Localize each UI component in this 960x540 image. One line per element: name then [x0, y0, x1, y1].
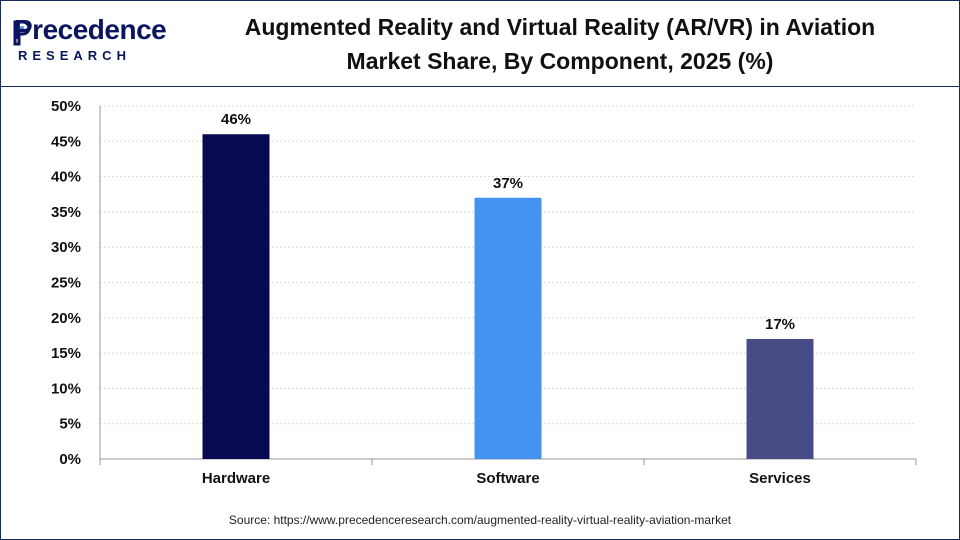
y-tick-label: 0% [59, 451, 81, 468]
brand-logo: Precedence RESEARCH [13, 14, 167, 64]
precedence-logo-icon [13, 20, 31, 46]
data-label: 17% [765, 316, 795, 333]
header-divider [0, 86, 960, 87]
bar [746, 338, 814, 459]
y-tick-label: 20% [51, 310, 81, 327]
y-tick-label: 5% [59, 416, 81, 433]
y-tick-label: 35% [51, 204, 81, 221]
data-label: 46% [221, 111, 251, 128]
header: Precedence RESEARCH Augmented Reality an… [0, 0, 960, 86]
y-tick-label: 45% [51, 133, 81, 150]
y-tick-label: 30% [51, 239, 81, 256]
y-tick-label: 40% [51, 169, 81, 186]
chart-title: Augmented Reality and Virtual Reality (A… [200, 10, 920, 78]
chart-title-line-1: Augmented Reality and Virtual Reality (A… [244, 14, 876, 40]
x-tick-label: Services [749, 470, 811, 487]
y-tick-label: 50% [51, 98, 81, 115]
y-tick-label: 15% [51, 345, 81, 362]
chart-title-line-2: Market Share, By Component, 2025 (%) [346, 48, 774, 74]
brand-subtitle: RESEARCH [18, 48, 131, 63]
bar [474, 197, 542, 459]
x-tick-label: Software [476, 470, 539, 487]
y-tick-label: 25% [51, 275, 81, 292]
bar-chart: 0% 5% 10% 15% 20% 25% 30% 35% 40% 45% 50% 46% Hardwa… [51, 98, 917, 487]
data-label: 37% [493, 175, 523, 192]
bar [202, 134, 270, 460]
x-tick-label: Hardware [202, 470, 270, 487]
y-tick-label: 10% [51, 380, 81, 397]
source-note: Source: https://www.precedenceresearch.c… [228, 513, 732, 527]
brand-name: Precedence [14, 14, 167, 45]
